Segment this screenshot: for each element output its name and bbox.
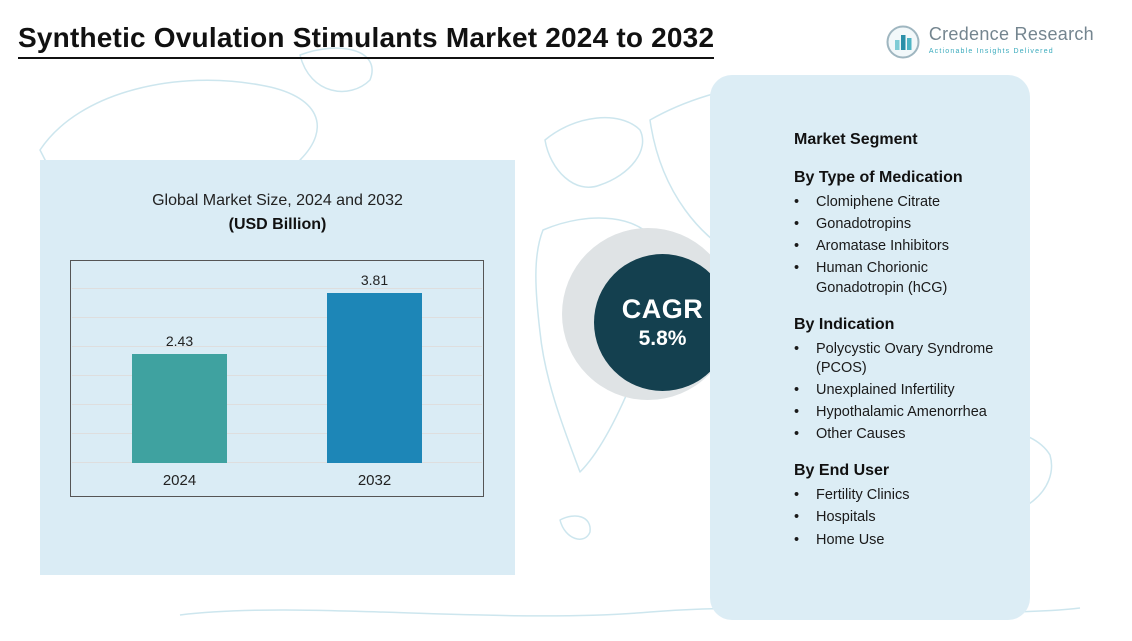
segments-heading: Market Segment — [794, 131, 918, 148]
cagr-badge: CAGR 5.8% — [594, 254, 731, 391]
list-item: Aromatase Inhibitors — [794, 237, 1002, 256]
list-item: Fertility Clinics — [794, 486, 1002, 505]
list-item: Polycystic Ovary Syndrome (PCOS) — [794, 340, 1002, 378]
bar-chart-plot-area: 2.43 3.81 — [72, 262, 482, 463]
segment-list: Polycystic Ovary Syndrome (PCOS) Unexpla… — [794, 340, 1002, 445]
bar-2032 — [327, 292, 422, 463]
bar-value-label-2024: 2.43 — [165, 333, 194, 350]
list-item: Other Causes — [794, 425, 1002, 444]
list-item: Human Chorionic Gonadotropin (hCG) — [794, 259, 1002, 297]
logo-text: Credence Research Actionable Insights De… — [929, 24, 1094, 55]
brand-name: Credence Research — [928, 24, 1094, 44]
list-item: Clomiphene Citrate — [794, 193, 1002, 212]
list-item: Hospitals — [794, 508, 1002, 527]
bar-chart: 2.43 3.81 2024 2032 — [70, 260, 484, 497]
cagr-value: 5.8% — [638, 327, 687, 350]
bar-value-label-2032: 3.81 — [360, 271, 389, 288]
segment-list: Clomiphene Citrate Gonadotropins Aromata… — [794, 193, 1002, 298]
list-item: Home Use — [794, 531, 1002, 550]
bar-chart-logo-icon — [885, 24, 921, 60]
brand-tagline: Actionable Insights Delivered — [928, 48, 1054, 55]
bar-2024 — [132, 354, 227, 463]
bar-group-2024: 2.43 — [132, 262, 227, 463]
cagr-label: CAGR — [621, 294, 704, 324]
x-axis-labels: 2024 2032 — [72, 472, 482, 489]
list-item: Unexplained Infertility — [794, 381, 1002, 400]
list-item: Hypothalamic Amenorrhea — [794, 403, 1002, 422]
market-segment-panel: Market Segment By Type of Medication Clo… — [710, 75, 1030, 620]
chart-title: Global Market Size, 2024 and 2032 — [152, 192, 403, 209]
segment-group-type-of-medication: By Type of Medication Clomiphene Citrate… — [794, 169, 1002, 298]
segment-group-title: By End User — [794, 462, 890, 480]
segment-group-title: By Indication — [794, 315, 895, 333]
page-title: Synthetic Ovulation Stimulants Market 20… — [18, 22, 715, 59]
segment-group-end-user: By End User Fertility Clinics Hospitals … — [794, 462, 1002, 549]
credence-research-logo: Credence Research Actionable Insights De… — [885, 24, 1094, 60]
list-item: Gonadotropins — [794, 215, 1002, 234]
segment-group-indication: By Indication Polycystic Ovary Syndrome … — [794, 316, 1002, 445]
segment-list: Fertility Clinics Hospitals Home Use — [794, 486, 1002, 549]
market-size-panel: Global Market Size, 2024 and 2032 (USD B… — [40, 160, 515, 575]
bar-group-2032: 3.81 — [327, 262, 422, 463]
x-axis-label-2032: 2032 — [357, 472, 392, 489]
x-axis-label-2024: 2024 — [162, 472, 197, 489]
segment-group-title: By Type of Medication — [794, 169, 963, 186]
chart-subtitle: (USD Billion) — [228, 216, 327, 233]
